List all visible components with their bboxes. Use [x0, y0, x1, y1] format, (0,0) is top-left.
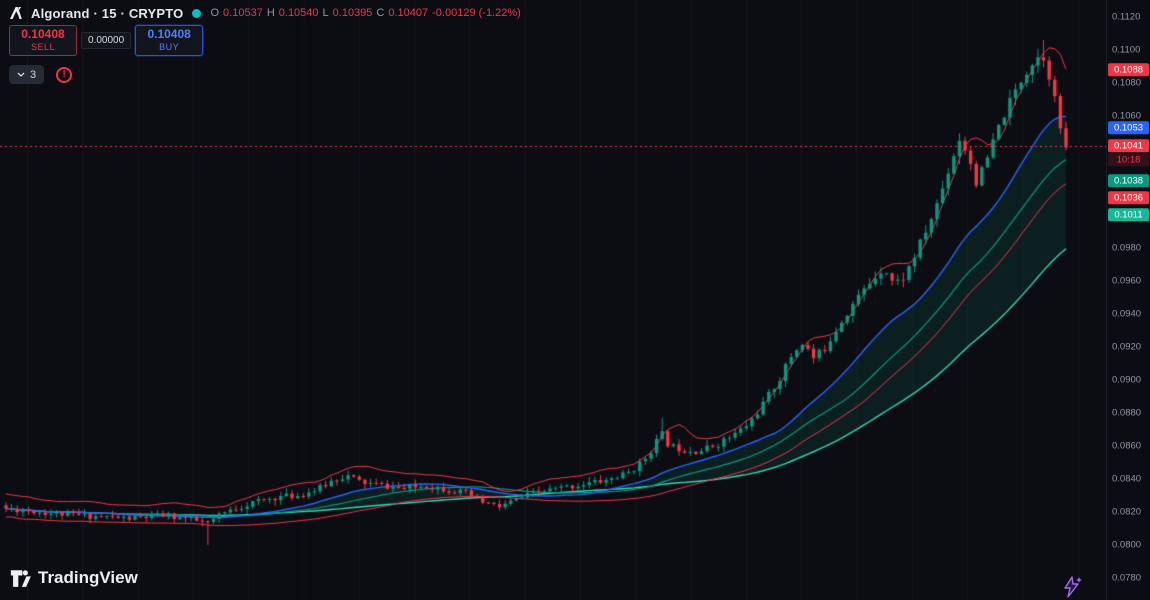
axis-tick: 0.0900 — [1112, 374, 1142, 386]
chevron-down-icon — [17, 72, 25, 77]
buy-price: 0.10408 — [147, 27, 191, 42]
axis-tick: 0.0960 — [1112, 275, 1142, 287]
bar-countdown: 10:18 — [1108, 153, 1149, 167]
sell-price: 0.10408 — [21, 27, 65, 42]
axis-tick: 0.0880 — [1112, 407, 1142, 419]
axis-tick: 0.1080 — [1112, 77, 1142, 89]
high-value: 0.10540 — [278, 7, 319, 19]
indicator-price-badge: 0.1053 — [1108, 121, 1149, 135]
alert-warning-icon[interactable]: ! — [56, 66, 73, 83]
axis-tick: 0.0860 — [1112, 440, 1142, 452]
low-label: L — [322, 7, 329, 19]
indicator-price-badge: 0.1038 — [1108, 174, 1149, 188]
sell-button[interactable]: 0.10408 SELL — [9, 25, 77, 56]
high-label: H — [266, 7, 275, 19]
symbol-title[interactable]: Algorand · 15 · CRYPTO — [31, 5, 184, 21]
tradingview-logo-icon — [10, 569, 31, 587]
axis-tick: 0.0840 — [1112, 473, 1142, 485]
axis-tick: 0.0820 — [1112, 506, 1142, 518]
axis-tick: 0.0980 — [1112, 242, 1142, 254]
low-value: 0.10395 — [332, 7, 373, 19]
axis-tick: 0.0940 — [1112, 308, 1142, 320]
market-status-dot[interactable] — [192, 8, 202, 18]
ohlc-values: O 0.10537 H 0.10540 L 0.10395 C 0.10407 … — [210, 7, 520, 19]
object-count: 3 — [30, 68, 37, 81]
spread-value: 0.00000 — [81, 32, 132, 49]
open-value: 0.10537 — [223, 7, 263, 19]
object-count-dropdown[interactable]: 3 — [9, 65, 45, 84]
candlestick-chart-canvas[interactable] — [0, 0, 1106, 600]
algorand-logo-icon — [7, 5, 24, 22]
tradingview-brand-text: TradingView — [38, 568, 138, 587]
indicator-price-badge: 0.1088 — [1108, 63, 1149, 77]
axis-tick: 0.0920 — [1112, 341, 1142, 353]
axis-tick: 0.1060 — [1112, 110, 1142, 122]
current-price-badge: 0.1041 — [1108, 139, 1149, 153]
close-value: 0.10407 — [388, 7, 429, 19]
lightning-icon[interactable] — [1060, 575, 1084, 599]
axis-tick: 0.1100 — [1112, 44, 1141, 56]
trade-panel: 0.10408 SELL 0.00000 0.10408 BUY — [9, 25, 204, 56]
buy-button[interactable]: 0.10408 BUY — [135, 25, 204, 56]
axis-tick: 0.0800 — [1112, 539, 1142, 551]
price-axis[interactable]: 0.1120 0.1100 0.1080 0.1060 0.0980 0.0960 0.09… — [1106, 0, 1150, 600]
close-label: C — [376, 7, 385, 19]
tools-row: 3 ! — [9, 65, 73, 84]
chart-header: Algorand · 15 · CRYPTO O 0.10537 H 0.105… — [7, 3, 521, 23]
axis-tick: 0.1120 — [1112, 11, 1141, 23]
buy-label: BUY — [159, 42, 180, 53]
open-label: O — [210, 7, 220, 19]
indicator-price-badge: 0.1036 — [1108, 191, 1149, 205]
axis-tick: 0.0780 — [1112, 572, 1142, 584]
sell-label: SELL — [30, 42, 56, 53]
tradingview-watermark: TradingView — [10, 568, 138, 588]
indicator-price-badge: 0.1011 — [1108, 208, 1149, 222]
change-value: -0.00129 (-1.22%) — [432, 7, 521, 19]
